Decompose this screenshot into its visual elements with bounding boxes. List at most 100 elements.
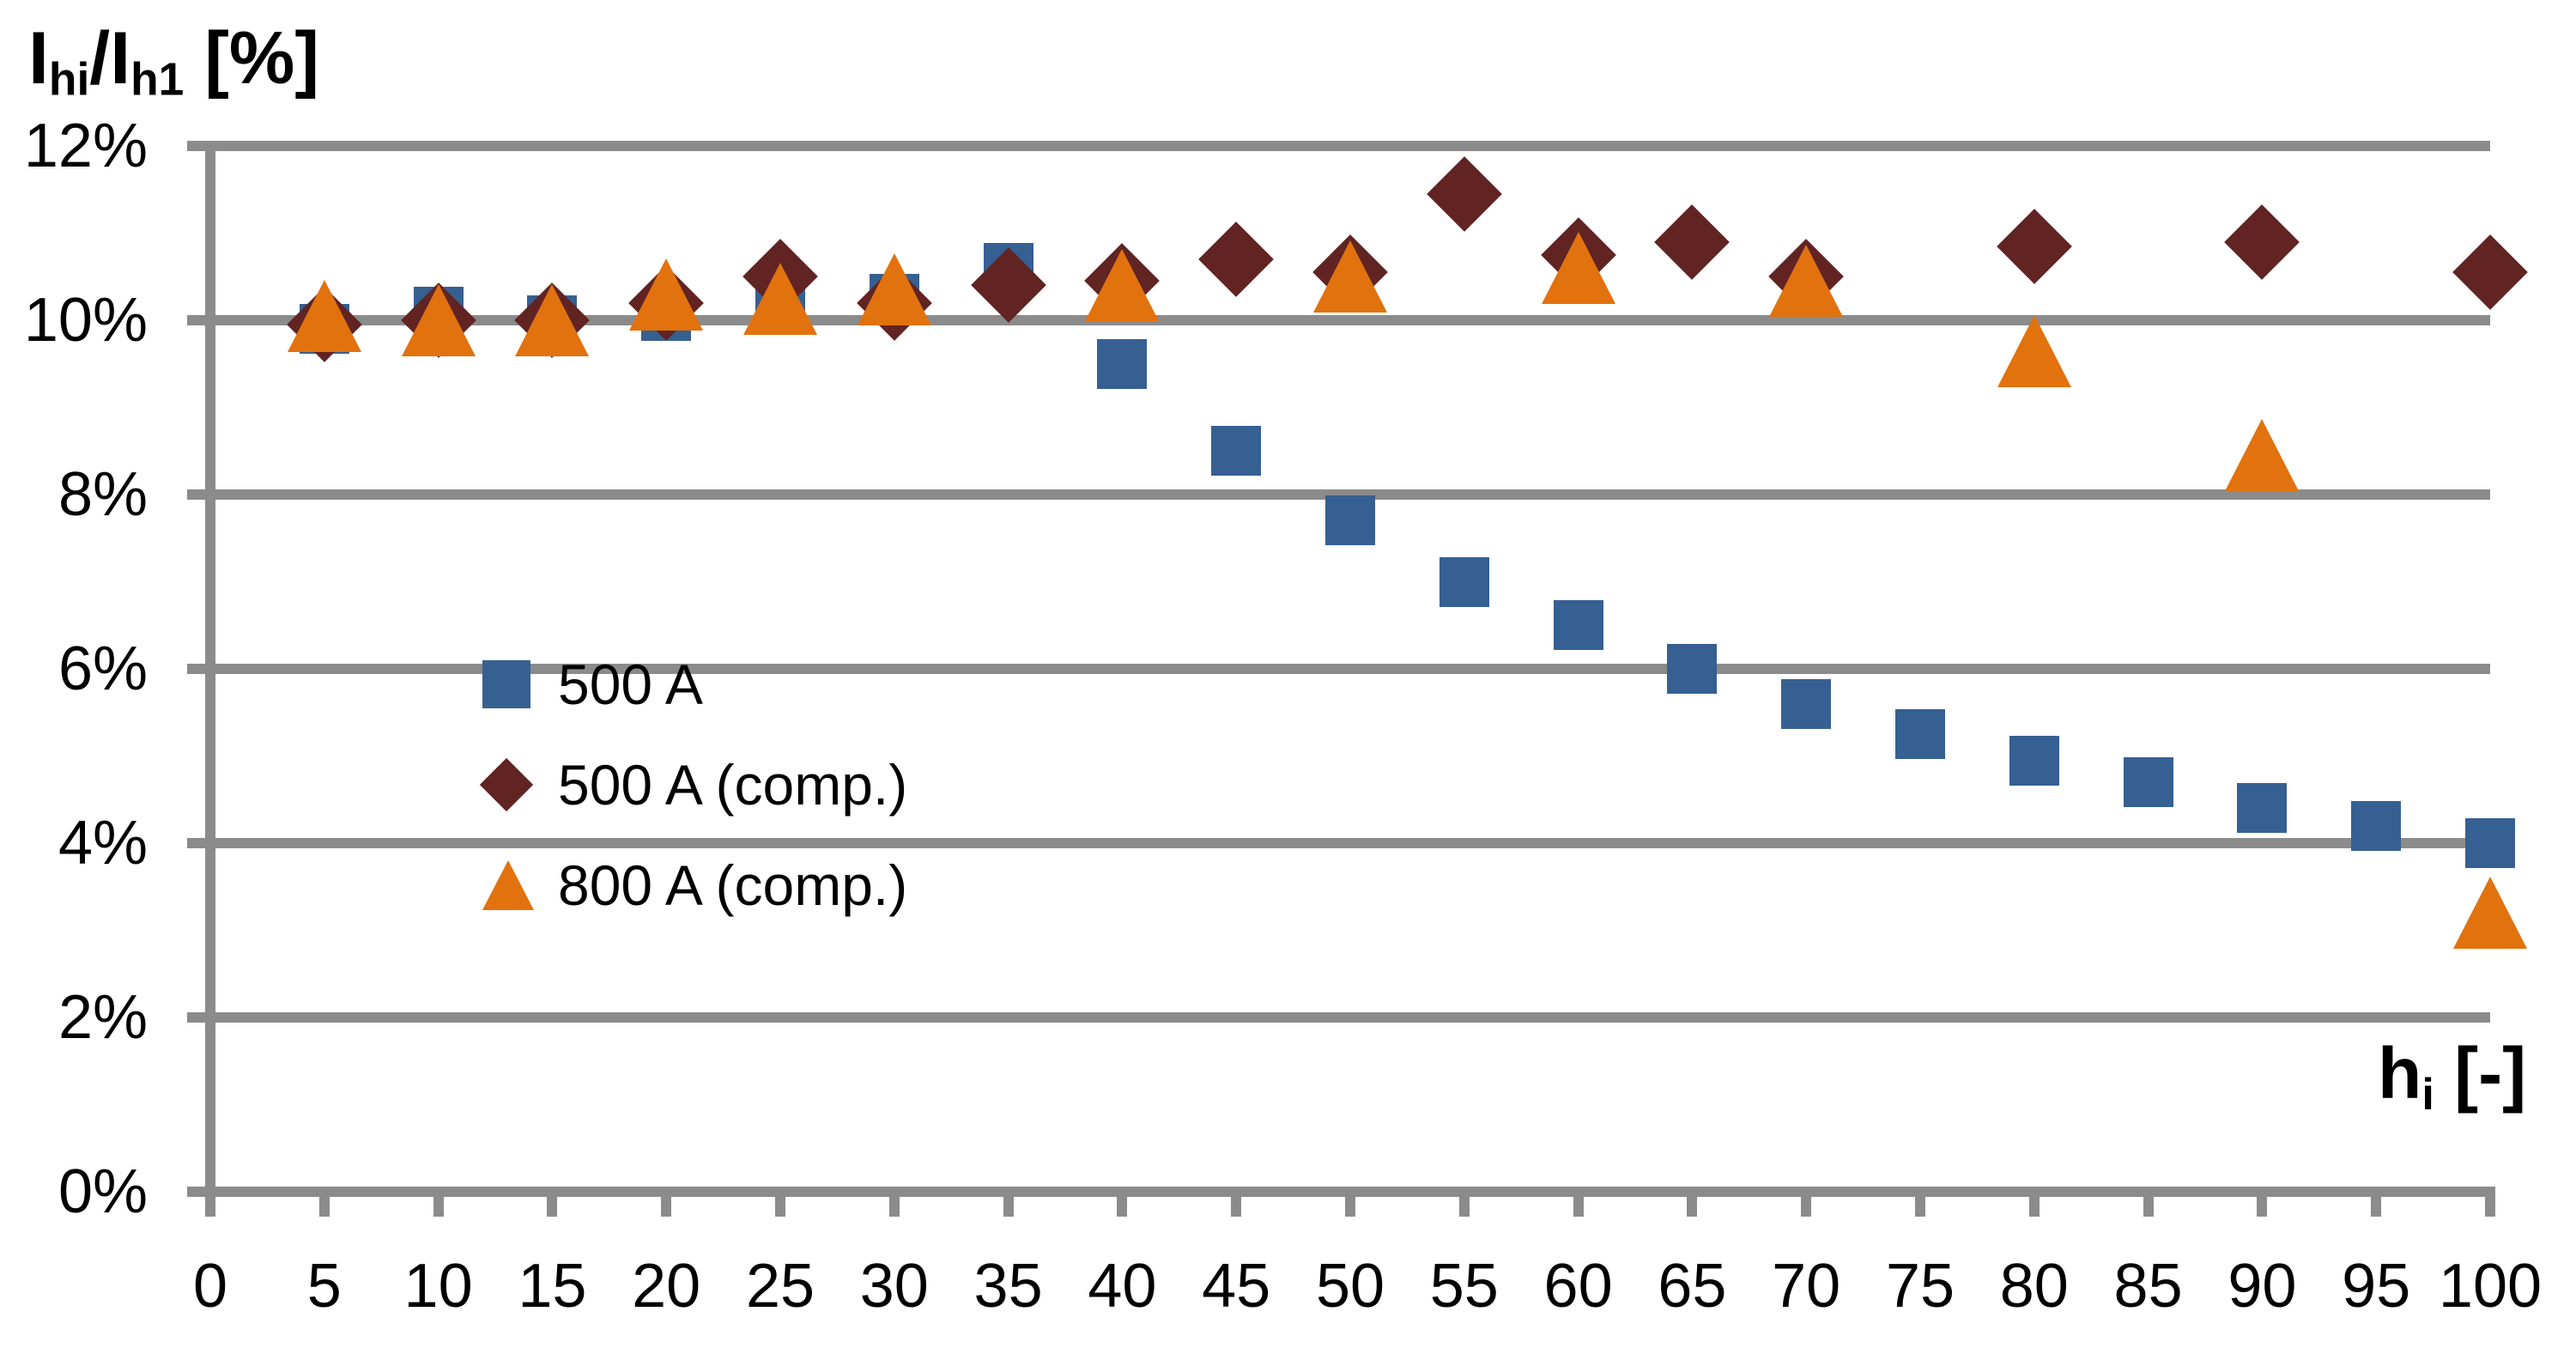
gridline-6% [187, 664, 2490, 674]
marker-square-h80 [2009, 735, 2059, 786]
marker-triangle-h25 [743, 262, 817, 335]
x-tick [205, 1187, 215, 1217]
legend-diamond-swatch [479, 757, 534, 812]
gridline-0% [187, 1187, 2490, 1197]
x-tick-label: 30 [859, 1252, 929, 1321]
x-tick [318, 1187, 330, 1217]
marker-diamond-h55 [1426, 155, 1502, 232]
x-tick [2257, 1187, 2268, 1217]
marker-triangle-h60 [1541, 232, 1615, 305]
marker-square-h85 [2123, 756, 2173, 807]
x-tick-label: 60 [1543, 1252, 1613, 1321]
marker-square-h45 [1211, 426, 1262, 477]
x-tick [1231, 1187, 1242, 1217]
x-tick-label: 55 [1429, 1252, 1499, 1321]
legend-label: 500 A (comp.) [558, 753, 908, 817]
marker-triangle-h80 [1997, 314, 2071, 387]
x-tick [2028, 1187, 2040, 1217]
marker-triangle-h20 [629, 258, 704, 331]
x-tick [433, 1187, 444, 1217]
x-axis-title: hi [-] [2378, 1033, 2527, 1120]
legend-item: 500 A [482, 654, 907, 714]
legend-triangle-icon [482, 860, 542, 910]
marker-diamond-h100 [2452, 234, 2528, 311]
marker-square-h95 [2351, 800, 2402, 851]
y-tick-label: 0% [58, 1157, 148, 1226]
y-tick-label: 8% [58, 460, 148, 529]
legend-item: 500 A (comp.) [479, 753, 908, 817]
marker-square-h100 [2465, 818, 2515, 868]
x-tick-label: 40 [1088, 1252, 1157, 1321]
marker-diamond-h90 [2224, 203, 2300, 280]
marker-triangle-h50 [1313, 240, 1387, 313]
x-tick-label: 85 [2113, 1252, 2183, 1321]
x-tick [1003, 1187, 1014, 1217]
legend-label: 500 A [558, 653, 703, 716]
y-axis-title: Ihi/Ih1 [%] [28, 17, 319, 106]
x-tick-label: 70 [1772, 1252, 1841, 1321]
legend-diamond-icon [479, 757, 542, 812]
x-tick-label: 5 [306, 1252, 342, 1321]
legend: 500 A 500 A (comp.) 800 A (comp.) [479, 654, 908, 956]
x-tick-label: 25 [745, 1252, 815, 1321]
marker-triangle-h40 [1085, 249, 1160, 322]
x-tick-label: 35 [973, 1252, 1043, 1321]
marker-triangle-h30 [857, 253, 931, 326]
y-tick-label: 2% [58, 983, 148, 1052]
y-tick-label: 10% [23, 286, 148, 355]
legend-label: 800 A (comp.) [558, 853, 908, 917]
legend-triangle-swatch [482, 860, 534, 910]
marker-square-h40 [1097, 338, 1148, 389]
x-tick [888, 1187, 900, 1217]
legend-item: 800 A (comp.) [482, 855, 907, 915]
x-tick-label: 90 [2227, 1252, 2297, 1321]
marker-diamond-h65 [1654, 203, 1730, 280]
x-tick-label: 75 [1885, 1252, 1955, 1321]
x-tick-label: 80 [1999, 1252, 2069, 1321]
gridline-2% [187, 1012, 2490, 1023]
marker-square-h55 [1439, 556, 1489, 607]
legend-square-swatch [482, 660, 530, 708]
x-tick-label: 45 [1202, 1252, 1271, 1321]
marker-triangle-h70 [1769, 245, 1844, 318]
x-tick [2143, 1187, 2154, 1217]
marker-square-h50 [1325, 495, 1375, 546]
marker-square-h90 [2237, 783, 2288, 834]
x-tick [1573, 1187, 1584, 1217]
x-tick [775, 1187, 785, 1217]
marker-diamond-h80 [1996, 208, 2072, 284]
x-tick [1687, 1187, 1698, 1217]
x-tick-label: 65 [1658, 1252, 1727, 1321]
x-tick [1345, 1187, 1355, 1217]
x-tick-label: 95 [2342, 1252, 2411, 1321]
x-tick [1458, 1187, 1470, 1217]
x-tick-label: 10 [403, 1252, 473, 1321]
legend-square-icon [482, 660, 542, 708]
gridline-4% [187, 838, 2490, 848]
x-tick [661, 1187, 672, 1217]
y-axis-line [205, 141, 215, 1217]
marker-triangle-h15 [515, 284, 590, 356]
marker-triangle-h10 [401, 284, 476, 356]
marker-square-h60 [1553, 600, 1603, 651]
x-tick [2371, 1187, 2382, 1217]
gridline-12% [187, 141, 2490, 151]
y-tick-label: 4% [58, 809, 148, 877]
x-tick-label: 100 [2438, 1252, 2543, 1321]
y-tick-label: 12% [23, 112, 148, 180]
x-tick [1117, 1187, 1128, 1217]
y-tick-label: 6% [58, 635, 148, 703]
gridline-8% [187, 489, 2490, 500]
x-tick-label: 20 [632, 1252, 701, 1321]
marker-diamond-h45 [1198, 222, 1275, 297]
marker-square-h65 [1667, 644, 1718, 694]
marker-triangle-h100 [2453, 877, 2527, 950]
x-tick-label: 15 [518, 1252, 587, 1321]
x-tick [2485, 1187, 2495, 1217]
marker-triangle-h5 [287, 279, 361, 352]
x-tick [1801, 1187, 1812, 1217]
x-tick-label: 0 [192, 1252, 228, 1321]
x-tick-label: 50 [1315, 1252, 1385, 1321]
marker-square-h70 [1781, 678, 1832, 729]
x-tick [1915, 1187, 1925, 1217]
